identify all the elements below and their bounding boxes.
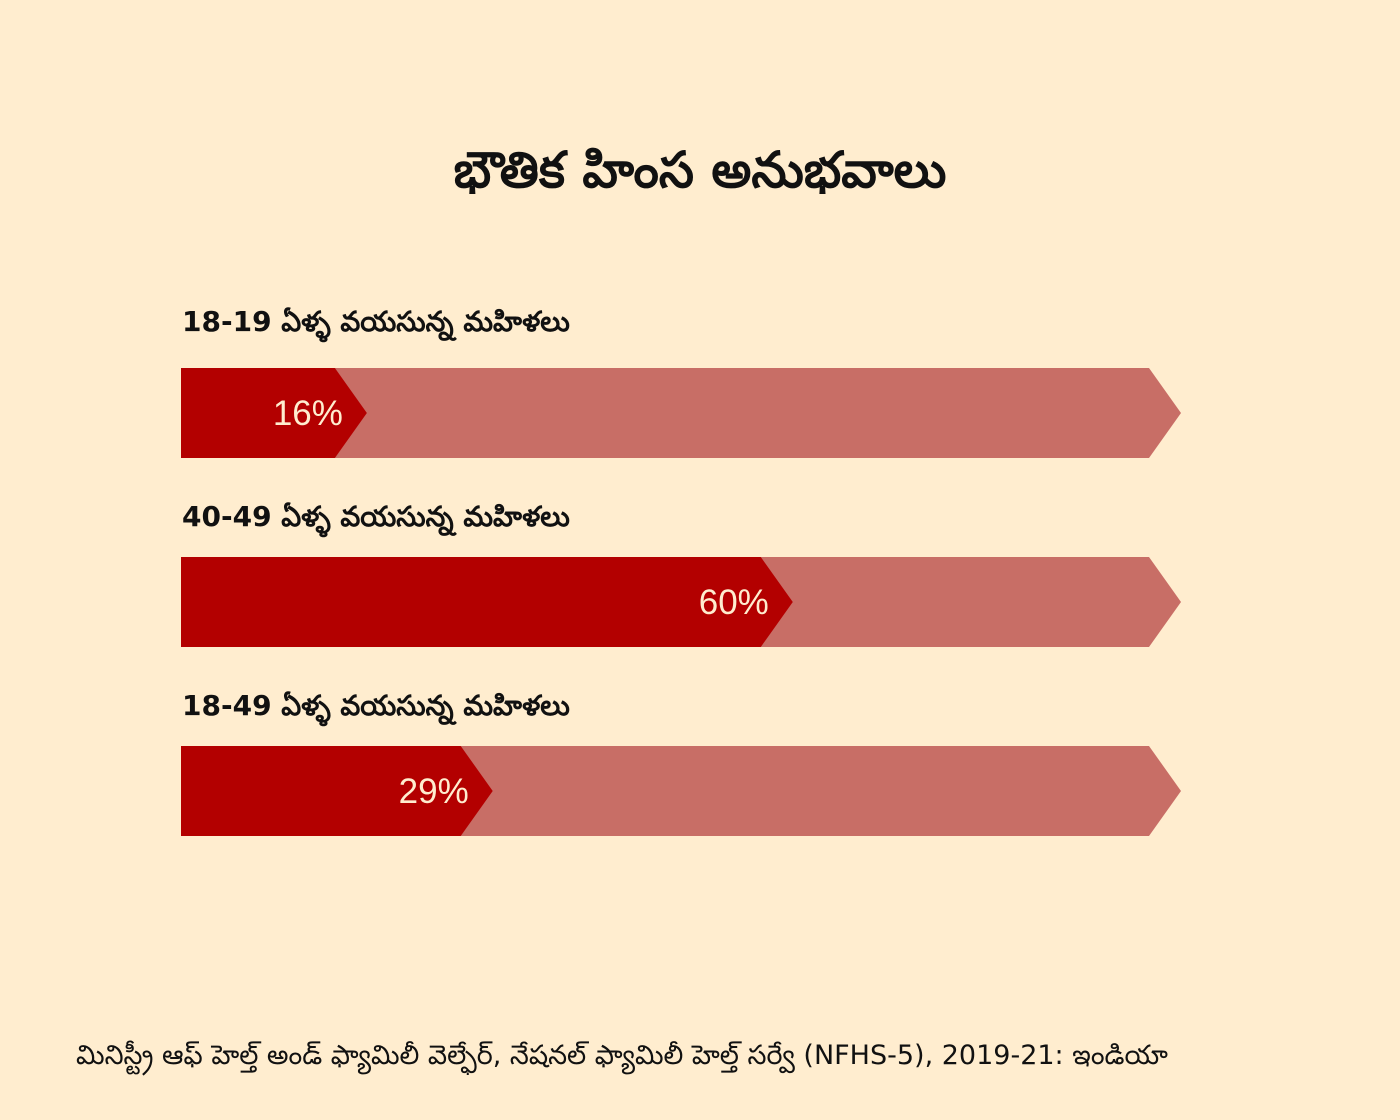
- bar-value: [181, 746, 493, 836]
- chart-title: భౌతిక హింస అనుభవాలు: [453, 141, 947, 199]
- category-label: 40-49 ఏళ్ళ వయసున్న మహిళలు: [182, 500, 570, 533]
- bar-value: [181, 368, 367, 458]
- bar-track: [181, 368, 1181, 458]
- bar-row: 60%: [181, 557, 1181, 647]
- bar-row: 29%: [181, 746, 1181, 836]
- bar-value: [181, 557, 793, 647]
- bar-row: 16%: [181, 368, 1181, 458]
- value-label: 29%: [399, 772, 469, 811]
- source-note: మినిస్ట్రీ ఆఫ్ హెల్త్ అండ్ ఫ్యామిలీ వెల్…: [76, 1040, 1168, 1071]
- category-label: 18-19 ఏళ్ళ వయసున్న మహిళలు: [182, 305, 570, 338]
- value-label: 16%: [273, 394, 343, 433]
- category-label: 18-49 ఏళ్ళ వయసున్న మహిళలు: [182, 689, 570, 722]
- value-label: 60%: [699, 583, 769, 622]
